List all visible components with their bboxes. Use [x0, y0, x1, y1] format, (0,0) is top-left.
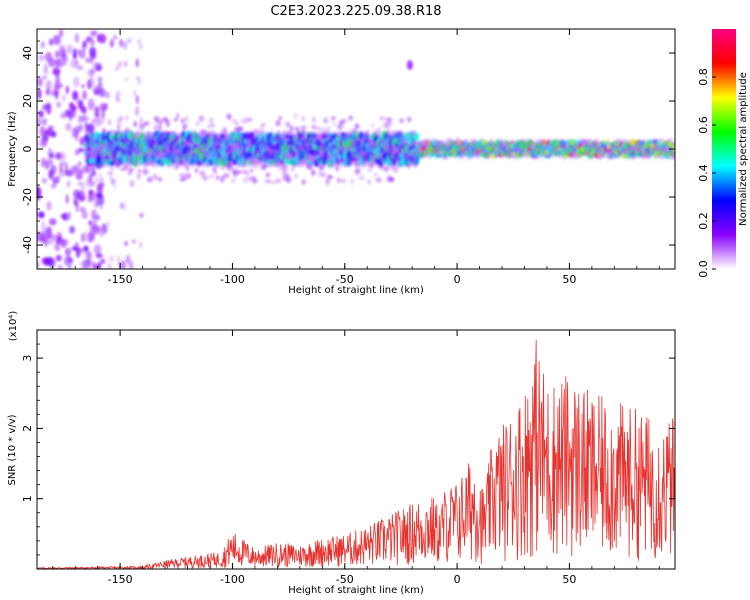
y-tick-label: 2: [21, 425, 34, 432]
snr-series-line: [37, 339, 675, 569]
colorbar: 0.0 0.2 0.4 0.6 0.8 Normalized spectral ampl…: [697, 29, 749, 278]
colorbar-ticks: 0.0 0.2 0.4 0.6 0.8: [697, 68, 716, 278]
snr-frame: [36, 329, 676, 570]
figure-title: C2E3.2023.225.09.38.R18: [270, 4, 441, 19]
colorbar-tick-label: 0.2: [697, 212, 710, 230]
spectrogram-x-label: Height of straight line (km): [288, 285, 424, 296]
spectrogram-ticks: -150 -100 -50 0 50 -40 -20 0 20 40: [21, 28, 675, 286]
y-tick-label: 3: [21, 355, 34, 362]
snr-y-label: SNR (10 * v/v): [7, 414, 18, 485]
y-tick-label: -40: [21, 236, 34, 254]
spectrogram-heatmap: [37, 29, 675, 269]
colorbar-gradient: [712, 29, 736, 269]
colorbar-tick-label: 0.0: [697, 260, 710, 278]
snr-ticks: -150 -100 -50 0 50 1 2 3: [21, 330, 675, 586]
x-tick-label: 0: [454, 273, 461, 286]
snr-x-label: Height of straight line (km): [288, 585, 424, 596]
colorbar-label: Normalized spectral amplitude: [738, 72, 749, 226]
x-tick-label: -50: [336, 573, 354, 586]
snr-background: [37, 330, 675, 569]
x-tick-label: -100: [220, 273, 245, 286]
x-tick-label: 50: [562, 273, 576, 286]
y-tick-label: -20: [21, 188, 34, 206]
colorbar-tick-label: 0.4: [697, 164, 710, 182]
spectrogram-y-label: Frequency (Hz): [7, 111, 18, 187]
y-tick-label: 0: [21, 146, 34, 153]
y-tick-label: 1: [21, 495, 34, 502]
x-tick-label: 0: [454, 573, 461, 586]
x-tick-label: 50: [562, 573, 576, 586]
snr-panel: -150 -100 -50 0 50 1 2 3 Height of straight lin…: [7, 311, 676, 596]
x-tick-label: -150: [108, 273, 133, 286]
spectrogram-panel: -150 -100 -50 0 50 -40 -20 0 20 40 Height of stra…: [7, 28, 676, 296]
y-tick-label: 40: [21, 46, 34, 60]
x-tick-label: -100: [220, 573, 245, 586]
colorbar-tick-label: 0.6: [697, 116, 710, 134]
x-tick-label: -50: [336, 273, 354, 286]
y-tick-label: 20: [21, 94, 34, 108]
x-tick-label: -150: [108, 573, 133, 586]
snr-y-multiplier: (x10⁴): [8, 311, 19, 342]
colorbar-tick-label: 0.8: [697, 68, 710, 86]
